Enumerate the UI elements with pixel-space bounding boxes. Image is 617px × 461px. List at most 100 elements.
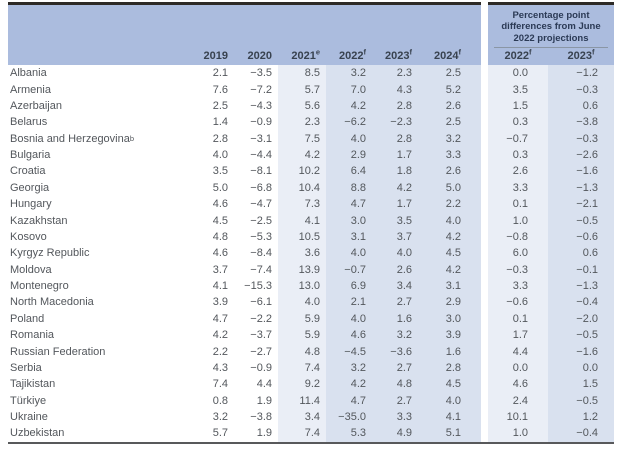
year-header-2023: 2023f bbox=[385, 47, 412, 62]
diff-panel: Percentage point differences from June 2… bbox=[488, 2, 614, 442]
diff-row: 1.0 −0.4 bbox=[488, 425, 614, 442]
value-cell: 3.2 bbox=[212, 411, 228, 424]
diff-value-cell: 0.6 bbox=[548, 245, 614, 262]
country-label: Russian Federation bbox=[10, 345, 106, 358]
year-header-2019: 2019 bbox=[203, 50, 228, 62]
value-cell: 10.4 bbox=[278, 179, 326, 196]
value-cell: 5.1 bbox=[418, 425, 481, 442]
value-cell: 3.2 bbox=[418, 130, 481, 147]
diff-value-cell: 0.0 bbox=[488, 359, 548, 377]
value-cell: −0.9 bbox=[250, 116, 272, 129]
value-cell: −0.7 bbox=[326, 261, 372, 278]
value-cell: 4.2 bbox=[212, 329, 228, 342]
value-cell: 2.9 bbox=[418, 294, 481, 311]
value-cell: 2.8 bbox=[372, 97, 418, 115]
value-cell: 2.8 bbox=[372, 130, 418, 147]
country-label: Albania bbox=[10, 67, 47, 80]
value-cell: 8.5 bbox=[278, 65, 326, 82]
value-cell: 4.2 bbox=[326, 97, 372, 115]
value-cell: 2.3 bbox=[372, 65, 418, 82]
value-cell: 4.0 bbox=[212, 149, 228, 162]
diff-value-cell: 1.5 bbox=[488, 97, 548, 115]
country-label: Ukraine bbox=[10, 411, 48, 424]
value-cell: −7.4 bbox=[250, 263, 272, 276]
country-label: Kyrgyz Republic bbox=[10, 247, 90, 260]
value-cell: 2.5 bbox=[418, 65, 481, 82]
country-label: Bulgaria bbox=[10, 149, 51, 162]
table-row: Bulgaria 4.0 −4.4 4.2 2.9 1.7 3.3 bbox=[8, 146, 481, 164]
value-cell: 2.6 bbox=[418, 97, 481, 115]
diff-value-cell: 10.1 bbox=[488, 408, 548, 426]
diff-row: 1.5 0.6 bbox=[488, 97, 614, 115]
value-cell: 4.8 bbox=[372, 376, 418, 393]
value-cell: 1.4 bbox=[212, 116, 228, 129]
value-cell: 2.6 bbox=[372, 261, 418, 278]
diff-value-cell: −3.8 bbox=[548, 114, 614, 131]
diff-value-cell: 1.2 bbox=[548, 408, 614, 426]
table-row: Russian Federation 2.2 −2.7 4.8 −4.5 −3.6 1.6 bbox=[8, 343, 481, 360]
diff-value-cell: −0.3 bbox=[548, 81, 614, 98]
diff-value-cell: 3.3 bbox=[488, 179, 548, 196]
country-label: Türkiye bbox=[10, 394, 47, 407]
value-cell: 4.2 bbox=[418, 228, 481, 246]
value-cell: −3.8 bbox=[250, 411, 272, 424]
diff-row: 0.3 −3.8 bbox=[488, 114, 614, 131]
value-cell: 2.2 bbox=[418, 196, 481, 213]
value-cell: −3.6 bbox=[372, 343, 418, 360]
value-cell: −4.5 bbox=[326, 343, 372, 360]
value-cell: 2.2 bbox=[212, 345, 228, 358]
diff-year-header-2023: 2023f bbox=[567, 47, 595, 62]
value-cell: 4.0 bbox=[418, 212, 481, 229]
table-row: Montenegro 4.1 −15.3 13.0 6.9 3.4 3.1 bbox=[8, 277, 481, 295]
value-cell: −6.1 bbox=[250, 296, 272, 309]
value-cell: −0.9 bbox=[250, 361, 272, 374]
diff-value-cell: 2.6 bbox=[488, 163, 548, 180]
value-cell: 5.7 bbox=[212, 427, 228, 440]
table-bottom-rule bbox=[8, 442, 614, 444]
value-cell: 3.2 bbox=[326, 359, 372, 377]
value-cell: −3.7 bbox=[250, 329, 272, 342]
value-cell: 4.1 bbox=[418, 408, 481, 426]
main-table-header: 2019 2020 2021e 2022f 2023f 2024f bbox=[8, 2, 481, 65]
value-cell: 7.6 bbox=[212, 83, 228, 96]
value-cell: 3.7 bbox=[372, 228, 418, 246]
value-cell: 4.7 bbox=[326, 392, 372, 409]
value-cell: 7.4 bbox=[278, 425, 326, 442]
value-cell: 5.3 bbox=[326, 425, 372, 442]
country-label: Bosnia and Herzegovina b bbox=[10, 132, 135, 145]
table-row: Armenia 7.6 −7.2 5.7 7.0 4.3 5.2 bbox=[8, 81, 481, 98]
value-cell: 4.2 bbox=[278, 146, 326, 164]
diff-value-cell: 1.0 bbox=[488, 212, 548, 229]
value-cell: 2.6 bbox=[418, 163, 481, 180]
diff-row: 4.6 1.5 bbox=[488, 376, 614, 393]
value-cell: 9.2 bbox=[278, 376, 326, 393]
value-cell: 2.7 bbox=[372, 359, 418, 377]
value-cell: −8.4 bbox=[250, 247, 272, 260]
value-cell: 3.4 bbox=[278, 408, 326, 426]
diff-year-header-row: 2022f 2023f bbox=[488, 48, 614, 65]
value-cell: 1.7 bbox=[372, 196, 418, 213]
country-column-header bbox=[8, 50, 198, 62]
diff-row: −0.3 −0.1 bbox=[488, 261, 614, 278]
value-cell: 2.1 bbox=[212, 67, 228, 80]
value-cell: 4.7 bbox=[326, 196, 372, 213]
country-label: Montenegro bbox=[10, 280, 69, 293]
value-cell: 1.9 bbox=[256, 394, 272, 407]
country-label: Kazakhstan bbox=[10, 214, 68, 227]
value-cell: 3.2 bbox=[372, 327, 418, 344]
year-header-2021: 2021e bbox=[291, 47, 320, 62]
diff-value-cell: 1.5 bbox=[548, 376, 614, 393]
main-table-body: Albania 2.1 −3.5 8.5 3.2 2.3 2.5 Armenia 7.6 −7.2… bbox=[8, 65, 481, 442]
value-cell: 2.5 bbox=[212, 99, 228, 112]
value-cell: 4.3 bbox=[212, 361, 228, 374]
value-cell: 4.6 bbox=[326, 327, 372, 344]
value-cell: 4.7 bbox=[212, 312, 228, 325]
diff-value-cell: −0.6 bbox=[548, 228, 614, 246]
value-cell: 0.8 bbox=[212, 394, 228, 407]
diff-value-cell: 0.6 bbox=[548, 97, 614, 115]
value-cell: 10.5 bbox=[278, 228, 326, 246]
value-cell: −3.5 bbox=[250, 67, 272, 80]
diff-value-cell: −1.6 bbox=[548, 343, 614, 360]
diff-value-cell: −1.2 bbox=[548, 65, 614, 82]
value-cell: 4.9 bbox=[372, 425, 418, 442]
